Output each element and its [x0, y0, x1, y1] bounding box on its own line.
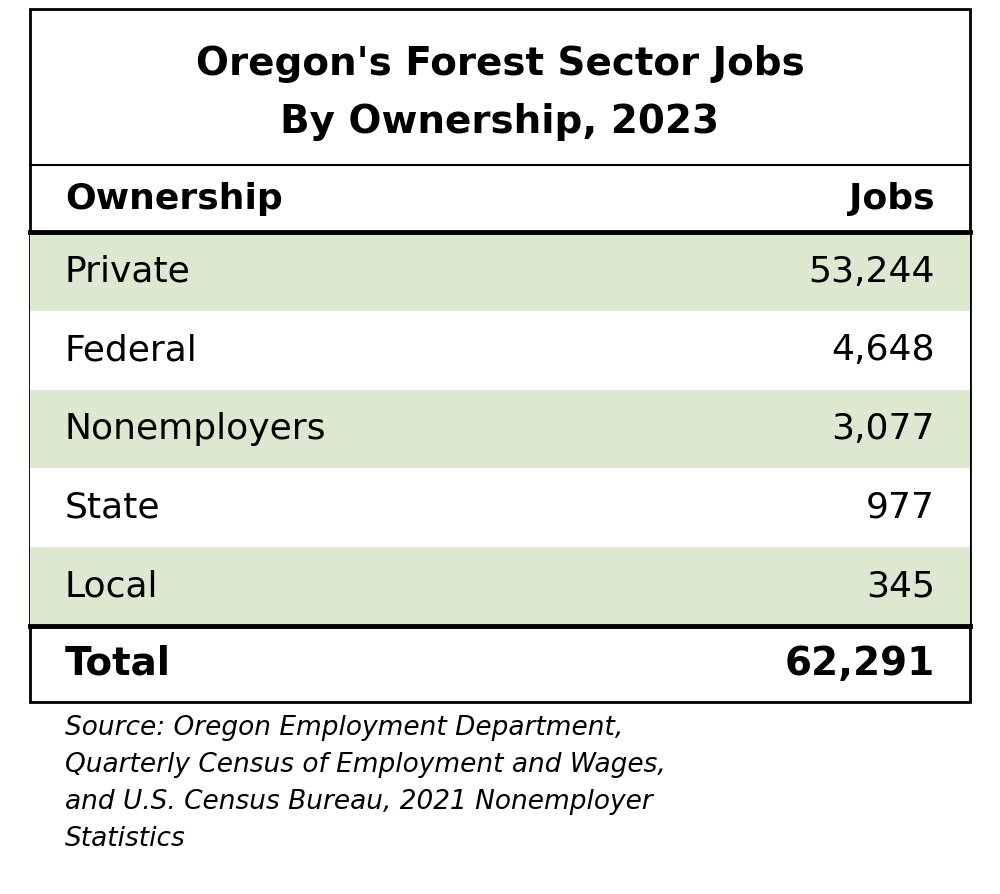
Bar — [30, 547, 970, 626]
Bar — [30, 468, 970, 547]
Text: 345: 345 — [866, 569, 935, 603]
Text: Total: Total — [65, 645, 171, 683]
Text: 53,244: 53,244 — [808, 255, 935, 289]
Text: 62,291: 62,291 — [785, 645, 935, 683]
Text: 3,077: 3,077 — [831, 412, 935, 446]
Bar — [30, 390, 970, 468]
Bar — [30, 232, 970, 311]
Text: Jobs: Jobs — [849, 181, 935, 216]
Text: Federal: Federal — [65, 333, 198, 367]
Text: Ownership: Ownership — [65, 181, 283, 216]
Text: Oregon's Forest Sector Jobs: Oregon's Forest Sector Jobs — [196, 45, 804, 83]
Text: 4,648: 4,648 — [831, 333, 935, 367]
Text: By Ownership, 2023: By Ownership, 2023 — [280, 103, 720, 140]
Text: Private: Private — [65, 255, 191, 289]
Text: Local: Local — [65, 569, 158, 603]
Bar — [30, 9, 970, 702]
Text: Nonemployers: Nonemployers — [65, 412, 326, 446]
Text: 977: 977 — [866, 491, 935, 525]
Bar — [30, 311, 970, 390]
Text: Source: Oregon Employment Department,
Quarterly Census of Employment and Wages,
: Source: Oregon Employment Department, Qu… — [65, 715, 666, 852]
Text: State: State — [65, 491, 160, 525]
